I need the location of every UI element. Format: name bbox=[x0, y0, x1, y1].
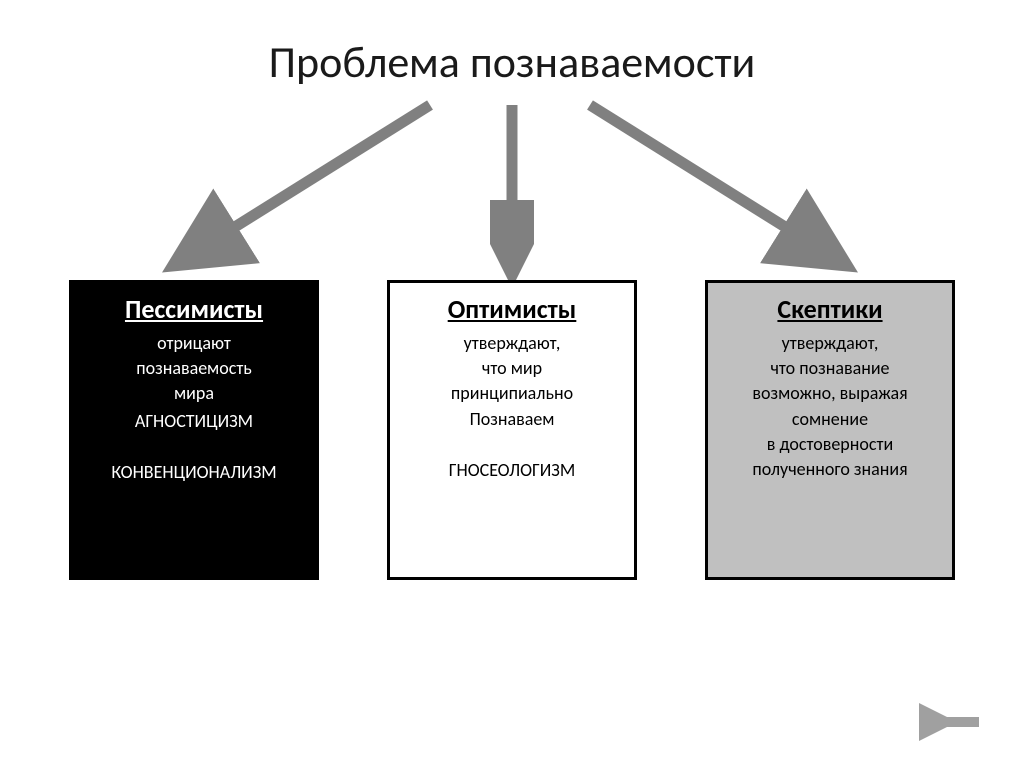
box-line: сомнение bbox=[716, 407, 944, 432]
box-term: АГНОСТИЦИЗМ bbox=[80, 409, 308, 434]
box-line: отрицают bbox=[80, 331, 308, 356]
box-line: что познавание bbox=[716, 356, 944, 381]
box-line: что мир bbox=[398, 356, 626, 381]
box-skeptics: Скептики утверждают, что познавание возм… bbox=[705, 280, 955, 580]
box-line: принципиально bbox=[398, 381, 626, 406]
arrow-center bbox=[490, 95, 534, 280]
box-line: возможно, выражая bbox=[716, 381, 944, 406]
nav-back-icon[interactable] bbox=[919, 702, 989, 742]
box-skeptics-title: Скептики bbox=[716, 293, 944, 325]
box-term: ГНОСЕОЛОГИЗМ bbox=[398, 458, 626, 483]
box-line: Познаваем bbox=[398, 407, 626, 432]
box-line: мира bbox=[80, 381, 308, 406]
diagram-title: Проблема познаваемости bbox=[0, 35, 1024, 89]
boxes-container: Пессимисты отрицают познаваемость мира А… bbox=[0, 280, 1024, 580]
box-line: познаваемость bbox=[80, 356, 308, 381]
box-term: КОНВЕНЦИОНАЛИЗМ bbox=[80, 460, 308, 485]
box-line: в достоверности bbox=[716, 432, 944, 457]
box-line: утверждают, bbox=[398, 331, 626, 356]
box-pessimists: Пессимисты отрицают познаваемость мира А… bbox=[69, 280, 319, 580]
box-pessimists-title: Пессимисты bbox=[80, 293, 308, 325]
arrow-right bbox=[560, 95, 870, 280]
box-optimists-title: Оптимисты bbox=[398, 293, 626, 325]
box-line: полученного знания bbox=[716, 457, 944, 482]
box-line: утверждают, bbox=[716, 331, 944, 356]
box-optimists: Оптимисты утверждают, что мир принципиал… bbox=[387, 280, 637, 580]
arrow-left bbox=[150, 95, 460, 280]
